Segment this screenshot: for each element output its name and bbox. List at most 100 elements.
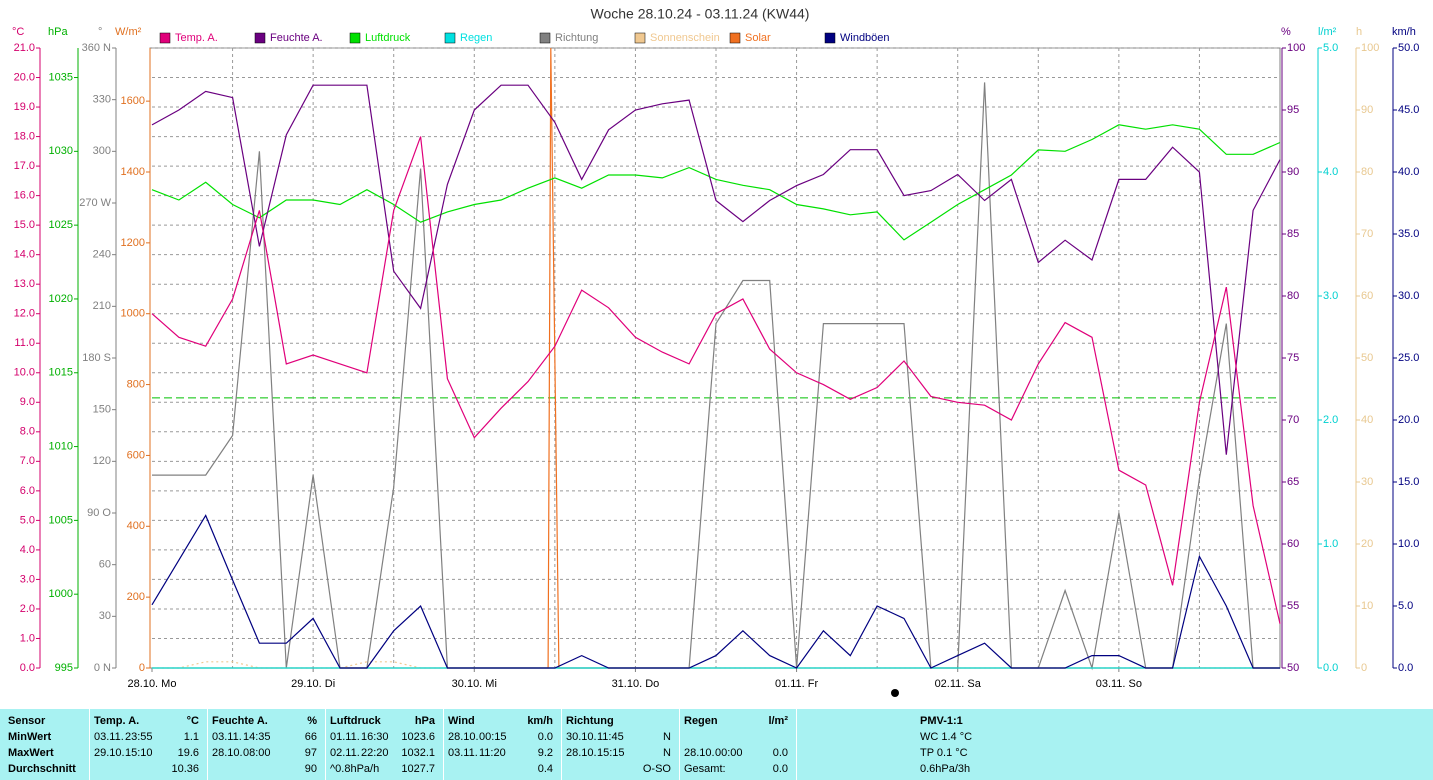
table-cell: 11:45 (597, 731, 624, 743)
tick-label: 0 N (94, 662, 111, 674)
tick-label: 90 (1361, 104, 1373, 116)
tick-label: 13.0 (14, 278, 35, 290)
tick-label: 15.0 (14, 219, 35, 231)
chart-title: Woche 28.10.24 - 03.11.24 (KW44) (591, 6, 810, 22)
tick-label: 5.0 (1323, 42, 1338, 54)
tick-label: 20.0 (1398, 414, 1419, 426)
table-cell: 0.4 (537, 763, 553, 775)
tick-label: 10.0 (1398, 538, 1419, 550)
tick-label: 800 (127, 378, 145, 390)
table-cell: 66 (304, 731, 317, 743)
table-cell: 90 (304, 763, 317, 775)
tick-label: 50 (1287, 662, 1299, 674)
tick-label: 4.0 (20, 544, 35, 556)
table-cell: Sensor (8, 715, 46, 727)
tick-label: 11.0 (14, 337, 35, 349)
tick-label: 1035 (49, 71, 73, 83)
tick-label: 85 (1287, 228, 1299, 240)
tick-label: 3.0 (20, 573, 35, 585)
table-cell: 28.10. (566, 747, 597, 759)
column-separator (443, 709, 444, 780)
tick-label: 150 (93, 404, 111, 416)
axis-unit: km/h (1392, 26, 1416, 38)
table-cell: 97 (304, 747, 317, 759)
tick-label: 0.0 (1398, 662, 1413, 674)
tick-label: 6.0 (20, 485, 35, 497)
tick-label: 15.0 (1398, 476, 1419, 488)
tick-label: 10 (1361, 600, 1373, 612)
table-cell: PMV-1:1 (920, 715, 963, 727)
tick-label: 300 (93, 145, 111, 157)
tick-label: 60 (1361, 290, 1373, 302)
x-tick-label: 29.10. Di (291, 678, 335, 690)
table-cell: 1023.6 (401, 731, 435, 743)
legend-label: Richtung (555, 32, 598, 44)
x-tick-label: 31.10. Do (612, 678, 660, 690)
x-tick-label: 03.11. So (1096, 678, 1142, 690)
table-cell: 0.0 (537, 731, 553, 743)
tick-label: 55 (1287, 600, 1299, 612)
tick-label: 600 (127, 449, 145, 461)
table-cell: % (307, 715, 317, 727)
tick-label: 1030 (49, 145, 73, 157)
table-cell: 0.0 (772, 747, 788, 759)
column-separator (325, 709, 326, 780)
table-cell: 08:00 (243, 747, 271, 759)
table-cell: °C (186, 715, 199, 727)
table-cell: 0.6hPa/3h (920, 763, 971, 775)
table-cell: 23:55 (125, 731, 153, 743)
tick-label: 60 (99, 559, 111, 571)
axis-unit: °C (12, 26, 24, 38)
axis-unit: hPa (48, 26, 68, 38)
tick-label: 30 (99, 610, 111, 622)
stats-table: Sensor Temp. A. °C Feuchte A.% Luftdruck hPa W… (0, 709, 1433, 780)
time-marker (891, 689, 899, 697)
tick-label: 80 (1361, 166, 1373, 178)
series-line (151, 124, 1281, 241)
tick-label: 0.0 (1323, 662, 1338, 674)
tick-label: 12.0 (14, 308, 35, 320)
tick-label: 75 (1287, 352, 1299, 364)
table-cell: N (663, 731, 671, 743)
table-cell: 0.0 (772, 763, 788, 775)
axis-unit: ° (98, 26, 102, 38)
legend-swatch (159, 32, 171, 44)
x-tick-label: 02.11. Sa (935, 678, 982, 690)
tick-label: 3.0 (1323, 290, 1338, 302)
legend-label: Regen (460, 32, 492, 44)
legend-label: Sonnenschein (650, 32, 720, 44)
column-separator (796, 709, 797, 780)
table-cell: WC 1.4 °C (920, 731, 973, 743)
table-cell: 22:20 (361, 747, 389, 759)
tick-label: 20 (1361, 538, 1373, 550)
table-cell: 1032.1 (401, 747, 435, 759)
tick-label: 70 (1287, 414, 1299, 426)
tick-label: 1020 (49, 293, 73, 305)
tick-label: 100 (1287, 42, 1305, 54)
legend-label: Windböen (840, 32, 890, 44)
table-cell: Regen (684, 715, 718, 727)
table-cell: 00:15 (479, 731, 507, 743)
tick-label: 90 (1287, 166, 1299, 178)
tick-label: 1200 (121, 237, 145, 249)
tick-label: 17.0 (14, 160, 35, 172)
chart: Woche 28.10.24 - 03.11.24 (KW44) °C 0.0 1.… (12, 6, 1419, 697)
column-separator (679, 709, 680, 780)
tick-label: 270 W (79, 197, 111, 209)
tick-label: 65 (1287, 476, 1299, 488)
tick-label: 90 O (87, 507, 111, 519)
tick-label: 18.0 (14, 130, 35, 142)
legend-swatch (444, 32, 456, 44)
table-cell: 15:15 (597, 747, 625, 759)
legend-swatch (729, 32, 741, 44)
tick-label: 200 (127, 591, 145, 603)
tick-label: 1025 (49, 219, 73, 231)
tick-label: 20.0 (14, 71, 35, 83)
tick-label: 1.0 (20, 632, 35, 644)
tick-label: 1015 (49, 367, 73, 379)
tick-label: 21.0 (14, 42, 35, 54)
tick-label: 40 (1361, 414, 1373, 426)
table-cell: TP 0.1 °C (920, 747, 968, 759)
legend-label: Luftdruck (365, 32, 411, 44)
table-cell: Gesamt: (684, 763, 726, 775)
